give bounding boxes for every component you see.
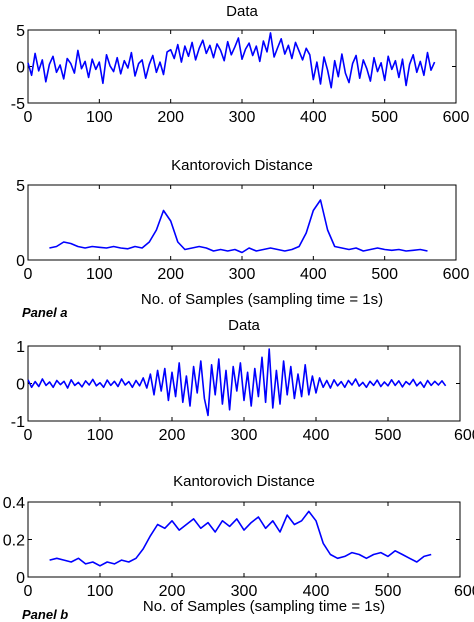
chart-2: Kantorovich Distance 0 100 200 300 400 500 600 5… <box>16 157 469 308</box>
x-tick-label: 200 <box>157 266 184 283</box>
x-tick-label: 400 <box>300 109 327 126</box>
chart-title: Data <box>226 3 258 20</box>
y-tick-label: -5 <box>11 96 25 113</box>
y-tick-label: 0 <box>16 377 25 394</box>
y-tick-label: 0.4 <box>3 495 25 512</box>
x-tick-label: 500 <box>375 427 402 444</box>
chart-title: Data <box>228 317 260 334</box>
y-tick-label: 5 <box>16 178 25 195</box>
x-tick-label: 500 <box>375 583 402 600</box>
y-tick-label: 0 <box>16 60 25 77</box>
y-tick-label: -1 <box>11 414 25 431</box>
x-axis-label: No. of Samples (sampling time = 1s) <box>143 598 385 615</box>
axes-box <box>27 345 461 422</box>
x-tick-label: 600 <box>443 109 470 126</box>
series-line <box>27 348 447 417</box>
x-tick-label: 100 <box>86 109 113 126</box>
x-tick-label: 100 <box>86 266 113 283</box>
series-line <box>49 199 428 254</box>
x-tick-label: 300 <box>231 583 258 600</box>
x-tick-label: 400 <box>303 427 330 444</box>
chart-3: Data0100200300400500600010-1 <box>11 317 474 444</box>
axes-box <box>27 184 457 261</box>
x-tick-label: 500 <box>371 266 398 283</box>
y-tick-label: 5 <box>16 23 25 40</box>
chart-title: Kantorovich Distance <box>173 473 315 490</box>
x-tick-label: 0 <box>24 109 33 126</box>
x-tick-label: 100 <box>87 583 114 600</box>
x-tick-label: 100 <box>87 427 114 444</box>
x-tick-label: 300 <box>231 427 258 444</box>
x-tick-label: 6000 <box>454 583 474 600</box>
y-tick-label: 0 <box>16 253 25 270</box>
series-line <box>27 32 436 89</box>
x-axis-label: No. of Samples (sampling time = 1s) <box>141 291 383 308</box>
x-tick-label: 6000 <box>454 427 474 444</box>
x-tick-label: 200 <box>157 109 184 126</box>
y-tick-label: 0.2 <box>3 533 25 550</box>
x-tick-label: 600 <box>443 266 470 283</box>
chart-4: Kantorovich Distance 0 100 200 300 400 500 6000… <box>3 473 474 615</box>
panel-a-label: Panel a <box>22 305 68 320</box>
x-tick-label: 400 <box>300 266 327 283</box>
series-line <box>49 510 432 567</box>
axes-box <box>27 501 461 578</box>
x-tick-label: 200 <box>159 427 186 444</box>
x-tick-label: 0 <box>24 583 33 600</box>
x-tick-label: 300 <box>229 109 256 126</box>
chart-title: Kantorovich Distance <box>171 157 313 174</box>
x-tick-label: 400 <box>303 583 330 600</box>
x-tick-label: 500 <box>371 109 398 126</box>
x-tick-label: 0 <box>24 427 33 444</box>
x-tick-label: 300 <box>229 266 256 283</box>
x-tick-label: 0 <box>24 266 33 283</box>
y-tick-label: 1 <box>16 339 25 356</box>
y-tick-label: 0 <box>16 570 25 587</box>
panel-b-label: Panel b <box>22 607 69 622</box>
x-tick-label: 200 <box>159 583 186 600</box>
